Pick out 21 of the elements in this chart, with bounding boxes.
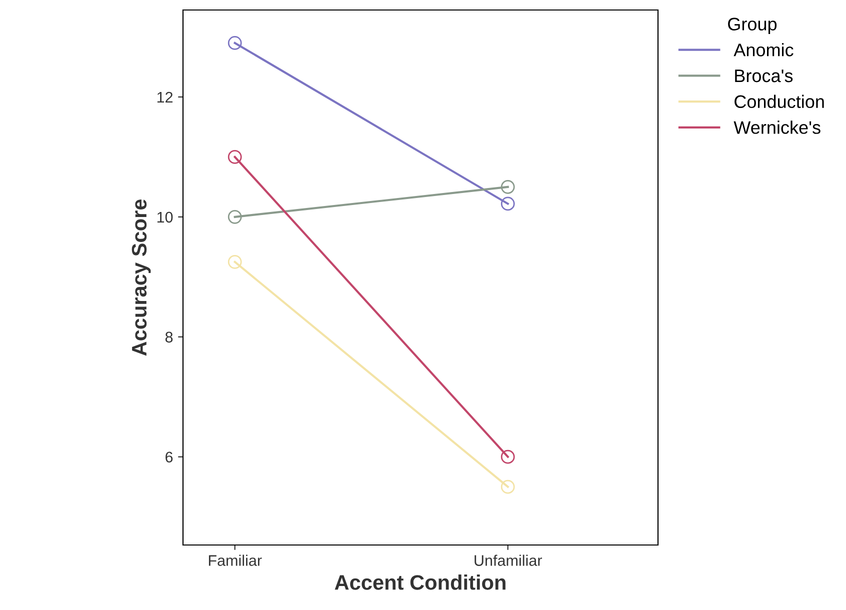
legend-label: Wernicke's xyxy=(734,120,820,134)
legend-title: Group xyxy=(728,18,777,34)
legend-label: Broca's xyxy=(735,70,793,82)
point xyxy=(228,254,242,269)
y-tick-label: 10 xyxy=(157,212,173,223)
y-tick-label: 6 xyxy=(166,452,173,463)
point xyxy=(500,196,515,211)
legend-label: Anomic xyxy=(734,43,794,56)
x-tick-label: Familiar xyxy=(208,554,262,566)
legend-label: Conduction xyxy=(734,94,824,108)
point xyxy=(228,36,242,50)
y-axis-title: Accuracy Score xyxy=(132,199,151,356)
point xyxy=(500,180,515,194)
y-tick-label: 8 xyxy=(165,332,173,343)
point xyxy=(500,450,515,464)
point xyxy=(500,480,515,494)
point xyxy=(228,150,242,164)
x-axis-title: Accent Condition xyxy=(334,574,506,590)
point xyxy=(228,210,242,224)
x-tick-label: Unfamiliar xyxy=(474,554,542,566)
y-tick-label: 12 xyxy=(157,92,173,103)
